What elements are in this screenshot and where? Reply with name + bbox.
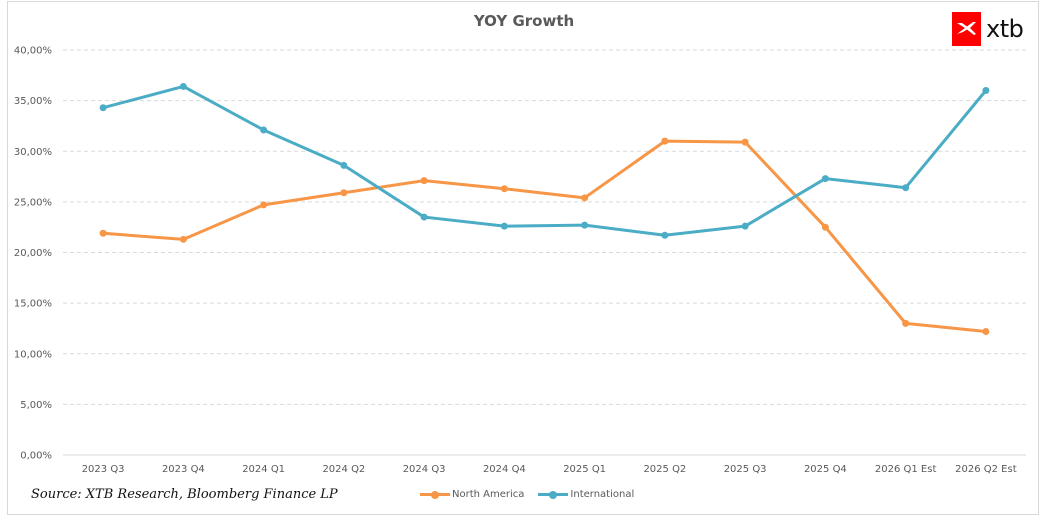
data-point-international — [581, 221, 589, 229]
y-tick-label: 10,00% — [14, 349, 52, 360]
x-tick-label: 2024 Q4 — [483, 464, 526, 475]
x-axis: 2023 Q3 2023 Q4 2024 Q1 2024 Q2 2024 Q3 2024 … — [82, 464, 1017, 475]
data-point-north-america — [179, 235, 187, 243]
legend-item-north-america: North America — [420, 489, 524, 500]
data-point-international — [821, 175, 829, 183]
y-tick-label: 25,00% — [14, 197, 52, 208]
y-axis: 0,00% 5,00% 10,00% 15,00% 20,00% 25,00% 30,00%… — [14, 46, 52, 462]
data-point-north-america — [821, 223, 829, 231]
data-point-international — [982, 87, 990, 94]
legend-swatch-international — [538, 490, 569, 499]
legend-swatch-north-america — [420, 490, 450, 499]
xtb-logo-text: xtb — [986, 15, 1024, 43]
x-tick-label: 2024 Q2 — [322, 464, 365, 475]
chart-legend: North America International — [420, 489, 648, 500]
x-tick-label: 2025 Q2 — [643, 464, 686, 475]
x-tick-label: 2025 Q3 — [724, 464, 767, 475]
data-point-international — [340, 161, 348, 169]
data-point-north-america — [982, 327, 990, 335]
gridlines — [63, 49, 1026, 456]
data-point-international — [179, 82, 187, 90]
x-tick-label: 2025 Q1 — [563, 464, 606, 475]
y-tick-label: 30,00% — [14, 147, 52, 158]
x-tick-label: 2025 Q4 — [804, 464, 847, 475]
chart-title: YOY Growth — [473, 12, 575, 30]
data-point-international — [260, 126, 268, 134]
data-point-north-america — [902, 319, 910, 327]
legend-label-north-america: North America — [452, 489, 525, 500]
data-point-international — [420, 213, 428, 221]
data-point-north-america — [260, 201, 268, 209]
x-tick-label: 2024 Q3 — [403, 464, 446, 475]
y-tick-label: 15,00% — [14, 299, 52, 310]
series-line-international — [101, 84, 988, 237]
legend-label-international: International — [570, 489, 635, 500]
legend-item-international: International — [538, 489, 634, 500]
xtb-logo-mark-icon — [952, 12, 981, 46]
data-point-north-america — [500, 185, 508, 193]
series-international — [99, 82, 990, 239]
y-tick-label: 35,00% — [14, 96, 52, 107]
x-tick-label: 2026 Q1 Est — [875, 464, 937, 475]
y-tick-label: 5,00% — [20, 400, 52, 411]
xtb-logo: xtb — [952, 12, 1024, 46]
series-north-america — [99, 137, 990, 335]
y-tick-label: 0,00% — [20, 451, 52, 462]
data-point-north-america — [661, 137, 669, 145]
data-point-international — [902, 184, 910, 192]
data-point-international — [99, 104, 107, 112]
y-tick-label: 40,00% — [14, 46, 52, 57]
data-point-north-america — [741, 138, 749, 146]
source-note: Source: XTB Research, Bloomberg Finance … — [31, 487, 338, 502]
data-point-north-america — [420, 177, 428, 185]
series-line-north-america — [101, 139, 988, 333]
x-tick-label: 2023 Q4 — [162, 464, 205, 475]
data-point-north-america — [99, 229, 107, 237]
data-point-north-america — [340, 189, 348, 197]
x-tick-label: 2024 Q1 — [242, 464, 285, 475]
data-point-international — [741, 222, 749, 230]
data-point-international — [661, 231, 669, 239]
y-tick-label: 20,00% — [14, 248, 52, 259]
x-tick-label: 2026 Q2 Est — [955, 464, 1017, 475]
x-tick-label: 2023 Q3 — [82, 464, 125, 475]
data-point-international — [500, 222, 508, 230]
series-group — [99, 82, 990, 335]
data-point-north-america — [581, 194, 589, 202]
